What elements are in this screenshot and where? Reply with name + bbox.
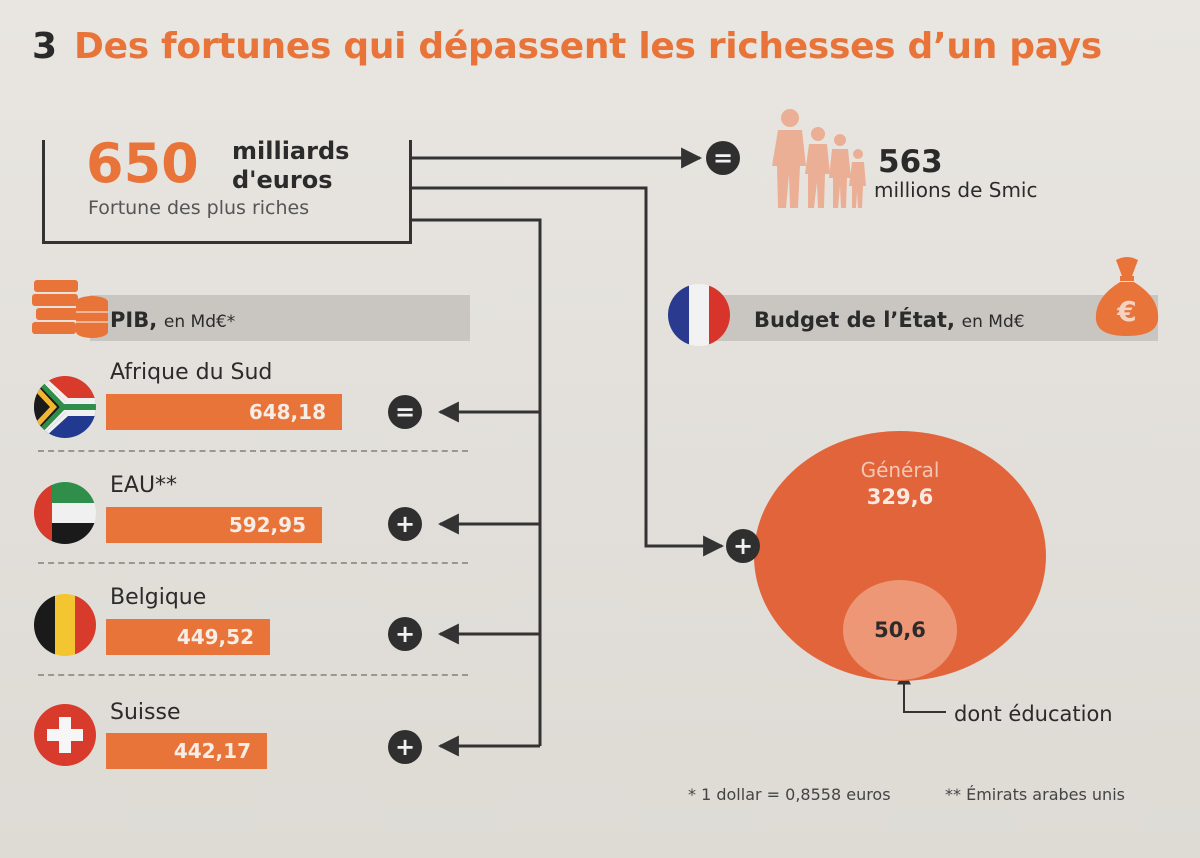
bar-eau [106,507,322,543]
comparison-badge: + [388,617,422,651]
footnote-eau: ** Émirats arabes unis [945,785,1125,804]
budget-education-value: 50,6 [874,618,926,642]
arrow-to-education [897,670,946,713]
country-name: Suisse [110,700,181,725]
smic-label: millions de Smic [874,178,1038,202]
flag-belgium-icon [34,594,96,656]
pib-title: PIB, en Md€* [110,308,236,332]
bar-suisse [106,733,267,769]
budget-header-band [700,295,1158,341]
smic-value: 563 [878,144,943,180]
country-name: EAU** [110,473,178,498]
fortune-box [42,140,412,244]
arrow-to-budget [412,186,725,557]
bar-belgique [106,619,270,655]
family-silhouette-icon [772,109,866,208]
fortune-value: 650 [86,132,199,195]
flag-uae-icon [34,482,96,544]
footnote-exchange-rate: * 1 dollar = 0,8558 euros [688,785,891,804]
bar-value: 442,17 [173,739,251,763]
budget-title: Budget de l’État, en Md€ [754,308,1025,332]
comparison-badge: + [388,507,422,541]
euro-money-bag-icon: € [1095,257,1159,336]
comparison-badge-budget: + [726,529,760,563]
budget-general-value: 329,6 [866,485,934,509]
bar-value: 648,18 [248,400,326,424]
row-divider [38,450,468,452]
page-title: Des fortunes qui dépassent les richesses… [74,26,1102,67]
fortune-label: Fortune des plus riches [88,197,310,219]
fortune-unit: milliards d'euros [232,137,350,194]
flag-south-africa-icon [34,376,96,438]
country-trunk-line [412,218,542,746]
title-number: 3 [32,26,58,67]
bar-afrique-du-sud [106,394,342,430]
bar-value: 592,95 [228,513,306,537]
equal-badge-smic: = [706,141,740,175]
row-divider [38,674,468,676]
budget-general-label: Général [860,458,940,482]
pib-header-band [90,295,470,341]
comparison-badge: = [388,395,422,429]
flag-france-icon [668,284,730,346]
coin-stack-icon [32,280,108,338]
svg-text:€: € [1116,295,1136,328]
budget-education-circle [843,580,957,680]
flag-switzerland-icon [34,704,96,766]
country-name: Afrique du Sud [110,360,273,385]
bar-value: 449,52 [176,625,254,649]
row-divider [38,562,468,564]
budget-education-label: dont éducation [954,702,1113,726]
country-name: Belgique [110,585,207,610]
comparison-badge: + [388,730,422,764]
